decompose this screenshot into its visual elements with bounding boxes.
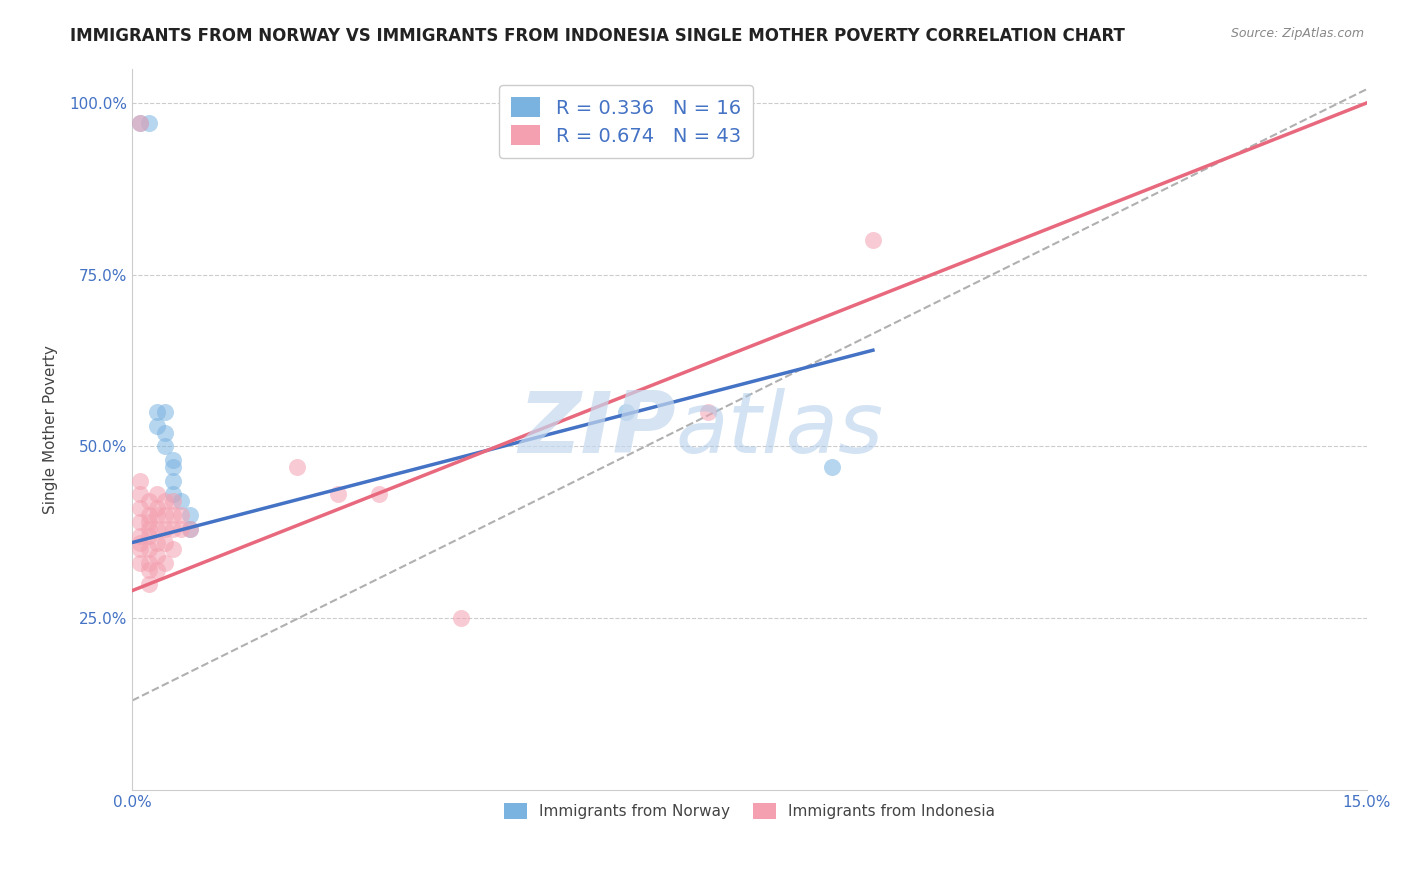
Point bbox=[162, 494, 184, 508]
Point bbox=[138, 556, 160, 570]
Text: ZIP: ZIP bbox=[517, 388, 675, 471]
Point bbox=[162, 542, 184, 557]
Point bbox=[179, 508, 201, 522]
Point bbox=[129, 474, 152, 488]
Point bbox=[129, 529, 152, 543]
Point bbox=[146, 549, 169, 564]
Point bbox=[162, 453, 184, 467]
Point bbox=[146, 535, 169, 549]
Point bbox=[146, 405, 169, 419]
Point bbox=[162, 474, 184, 488]
Text: IMMIGRANTS FROM NORWAY VS IMMIGRANTS FROM INDONESIA SINGLE MOTHER POVERTY CORREL: IMMIGRANTS FROM NORWAY VS IMMIGRANTS FRO… bbox=[70, 27, 1125, 45]
Point bbox=[146, 418, 169, 433]
Point bbox=[129, 535, 152, 549]
Point bbox=[179, 522, 201, 536]
Point bbox=[153, 556, 176, 570]
Point bbox=[146, 501, 169, 516]
Point bbox=[326, 487, 349, 501]
Point bbox=[170, 508, 193, 522]
Point bbox=[153, 439, 176, 453]
Point bbox=[138, 515, 160, 529]
Point bbox=[450, 611, 472, 625]
Point bbox=[153, 535, 176, 549]
Point bbox=[153, 508, 176, 522]
Point bbox=[138, 494, 160, 508]
Point bbox=[129, 501, 152, 516]
Text: Source: ZipAtlas.com: Source: ZipAtlas.com bbox=[1230, 27, 1364, 40]
Point bbox=[138, 576, 160, 591]
Point bbox=[129, 116, 152, 130]
Point bbox=[129, 116, 152, 130]
Point bbox=[153, 522, 176, 536]
Point bbox=[138, 542, 160, 557]
Point bbox=[138, 508, 160, 522]
Point bbox=[138, 116, 160, 130]
Point bbox=[129, 515, 152, 529]
Point bbox=[129, 487, 152, 501]
Point bbox=[146, 563, 169, 577]
Point bbox=[146, 487, 169, 501]
Point bbox=[146, 508, 169, 522]
Point bbox=[285, 460, 308, 475]
Legend: Immigrants from Norway, Immigrants from Indonesia: Immigrants from Norway, Immigrants from … bbox=[498, 797, 1001, 826]
Point bbox=[862, 233, 884, 247]
Point bbox=[162, 487, 184, 501]
Point bbox=[162, 522, 184, 536]
Point bbox=[368, 487, 391, 501]
Point bbox=[821, 460, 844, 475]
Point bbox=[153, 494, 176, 508]
Y-axis label: Single Mother Poverty: Single Mother Poverty bbox=[44, 345, 58, 514]
Point bbox=[138, 563, 160, 577]
Text: atlas: atlas bbox=[675, 388, 883, 471]
Point bbox=[170, 494, 193, 508]
Point bbox=[138, 529, 160, 543]
Point bbox=[129, 542, 152, 557]
Point bbox=[697, 405, 720, 419]
Point bbox=[162, 508, 184, 522]
Point bbox=[153, 405, 176, 419]
Point bbox=[146, 522, 169, 536]
Point bbox=[162, 460, 184, 475]
Point bbox=[138, 522, 160, 536]
Point bbox=[170, 522, 193, 536]
Point bbox=[153, 425, 176, 440]
Point bbox=[179, 522, 201, 536]
Point bbox=[614, 405, 637, 419]
Point bbox=[129, 556, 152, 570]
